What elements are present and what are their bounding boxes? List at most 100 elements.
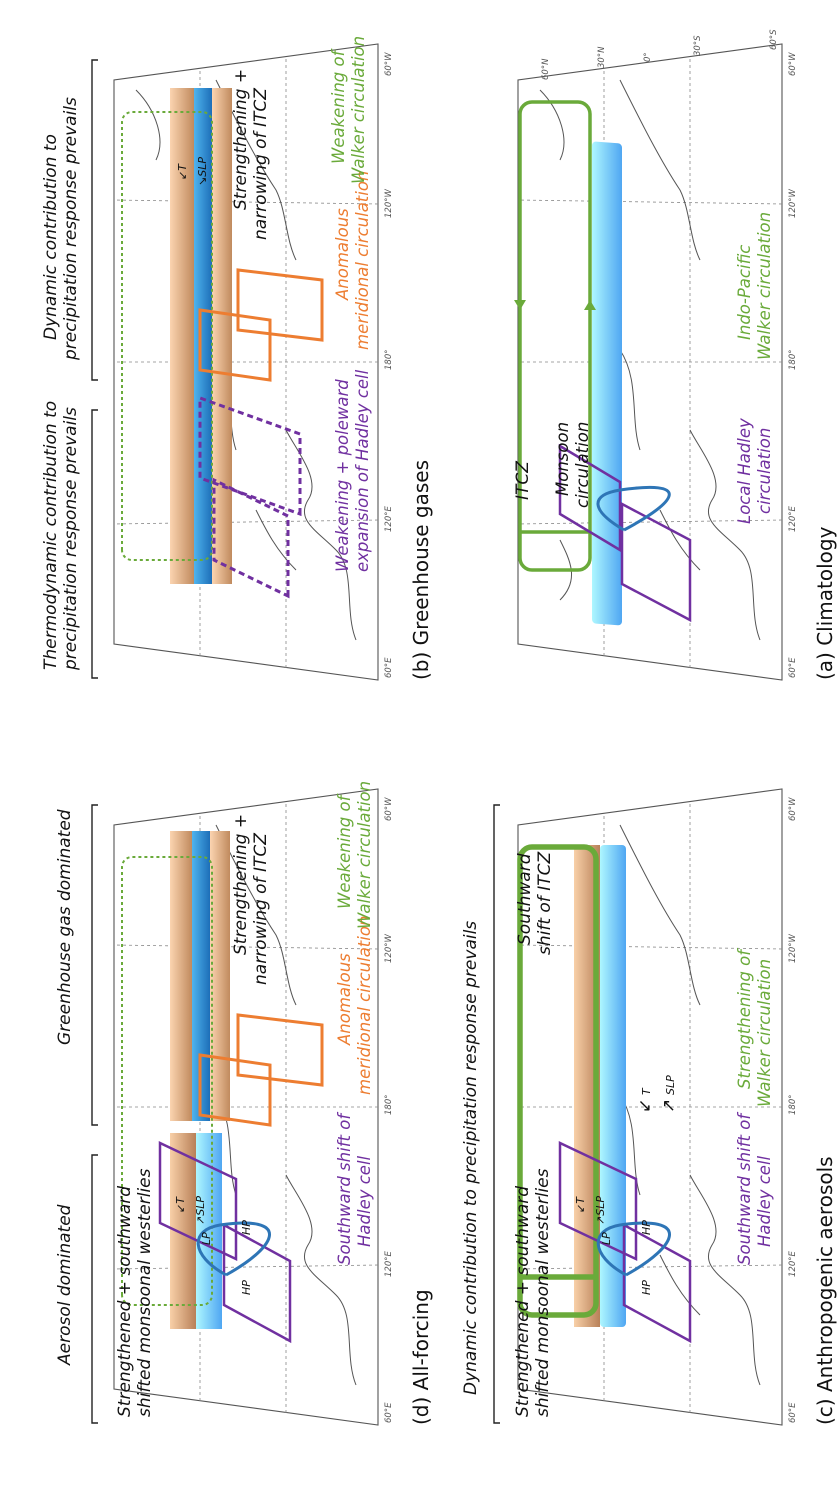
panel-c: (c) Anthropogenic aerosols 60°E 120°E 18… [461,788,837,1426]
c-walker-loop [517,844,599,1318]
walker-loop [518,100,592,572]
d-meridional-north [236,1013,324,1087]
hadley-loop-south [620,501,692,623]
b-tick-lon-60e: 60°E [384,657,394,678]
tick-lat-30s: 30°S [693,35,703,56]
panel-a: (a) Climatology 60°E 120°E 180° 120°W 60… [513,29,837,681]
d-tick-lon-60w: 60°W [384,797,394,821]
panel-a-title: (a) Climatology [813,526,837,680]
b-note-left-line2: precipitation response prevails [61,407,81,671]
c-lp: LP [600,1232,613,1245]
d-meridional-line1: Anomalous [335,953,354,1046]
b-itcz-band [194,88,212,584]
d-itcz-line2: narrowing of ITCZ [251,833,271,985]
b-meridional-north [236,268,324,342]
d-monsoon-loop [196,1221,271,1277]
c-hadley-north [558,1141,638,1261]
b-walker-line2: Walker circulation [349,36,368,184]
d-slp-label: ↗SLP [194,1196,207,1225]
c-slp-big: ↗ [659,1099,679,1113]
c-walker-line2: Walker circulation [755,959,774,1107]
panel-d: (d) All-forcing 60°E 120°E 180° 120°W 60… [55,781,433,1426]
panel-a-walker-line1: Indo-Pacific [735,245,754,340]
b-note-right-line1: Dynamic contribution to [41,134,61,340]
d-t-label: ↙T [174,1196,187,1213]
b-note-right-line2: precipitation response prevails [61,97,81,361]
c-tick-lon-180: 180° [788,1095,798,1115]
d-warm-band-west [170,1133,196,1329]
b-tick-lon-120e: 120°E [384,506,394,532]
c-note-bottom: Dynamic contribution to precipitation re… [461,921,481,1395]
c-t-small: ↙T [574,1196,587,1213]
b-itcz-line1: Strengthening + [231,69,251,210]
walker-arrow-top [514,300,526,310]
panel-a-walker-line2: Walker circulation [755,212,774,360]
d-itcz-band-west [196,1133,222,1329]
d-tick-lon-60e: 60°E [384,1402,394,1423]
d-lp: LP [200,1232,213,1245]
d-warm-band-east-south [210,831,230,1121]
c-bracket [493,804,500,1424]
b-itcz-line2: narrowing of ITCZ [251,88,271,240]
d-warm-band-east-north [170,831,192,1121]
tick-lat-60s: 60°S [769,29,779,50]
d-hp-north: HP [240,1220,253,1235]
c-walker-line1: Strengthening of [735,948,754,1089]
b-warm-band-north [170,88,194,584]
d-hp-south: HP [240,1280,253,1295]
b-note-left-line1: Thermodynamic contribution to [41,401,61,670]
b-tick-lon-120w: 120°W [384,189,394,218]
tick-lat-0: 0° [643,52,653,62]
c-tick-lon-60w: 60°W [788,797,798,821]
d-meridional-line2: meridional circulation [355,916,374,1095]
b-hadley-line2: expansion of Hadley cell [353,369,372,572]
d-itcz-line1: Strengthening + [231,814,251,955]
tick-lat-30n: 30°N [597,46,607,68]
b-bracket-right [91,59,98,381]
tick-lon-180: 180° [788,350,798,370]
tick-lon-120w: 120°W [788,189,798,218]
monsoon-loop [596,485,671,532]
d-hadley-line1: Southward shift of [335,1112,354,1265]
panel-c-coastline [619,824,761,1386]
c-hadley-line2: Hadley cell [755,1155,774,1247]
c-tick-lon-120e: 120°E [788,1251,798,1277]
panel-a-itcz-label: ITCZ [513,461,533,500]
walker-arrow-bottom [584,300,596,310]
b-slp-label: ↘SLP [196,157,209,186]
c-itcz-line2: shift of ITCZ [535,852,555,955]
b-hadley-line1: Weakening + poleward [333,379,352,572]
panel-a-coastline [539,79,761,641]
b-meridional-line1: Anomalous [333,208,352,301]
b-tick-lon-60w: 60°W [384,52,394,76]
b-tick-lon-180: 180° [384,350,394,370]
b-meridional-line2: meridional circulation [353,171,372,350]
panel-a-hadley-line2: circulation [755,428,774,514]
d-westerlies-line1: Strengthened + southward [115,1186,135,1417]
c-hp-north: HP [640,1220,653,1235]
c-westerlies-line2: shifted monsoonal westerlies [533,1168,553,1417]
d-note-left: Aerosol dominated [55,1204,75,1366]
panel-b: (b) Greenhouse gases 60°E 120°E 180° 120… [41,36,433,681]
d-bracket-right [91,804,98,1126]
tick-lat-60n: 60°N [541,58,551,80]
d-tick-lon-180: 180° [384,1095,394,1115]
b-hadley-south [212,477,290,599]
d-hadley-north [158,1141,238,1261]
c-tick-lon-60e: 60°E [788,1402,798,1423]
d-westerlies-line2: shifted monsoonal westerlies [135,1168,155,1417]
d-tick-lon-120w: 120°W [384,934,394,963]
c-slp-big-label: SLP [664,1075,677,1095]
d-bracket-left [91,1154,98,1424]
c-hadley-line1: Southward shift of [735,1112,754,1265]
panel-b-title: (b) Greenhouse gases [409,460,433,680]
c-westerlies-line1: Strengthened + southward [513,1186,533,1417]
d-meridional-south [198,1053,272,1127]
c-t-big-label: T [640,1087,653,1095]
tick-lon-120e: 120°E [788,506,798,532]
d-tick-lon-120e: 120°E [384,1251,394,1277]
tick-lon-60w: 60°W [788,52,798,76]
c-itcz-band [600,845,626,1327]
